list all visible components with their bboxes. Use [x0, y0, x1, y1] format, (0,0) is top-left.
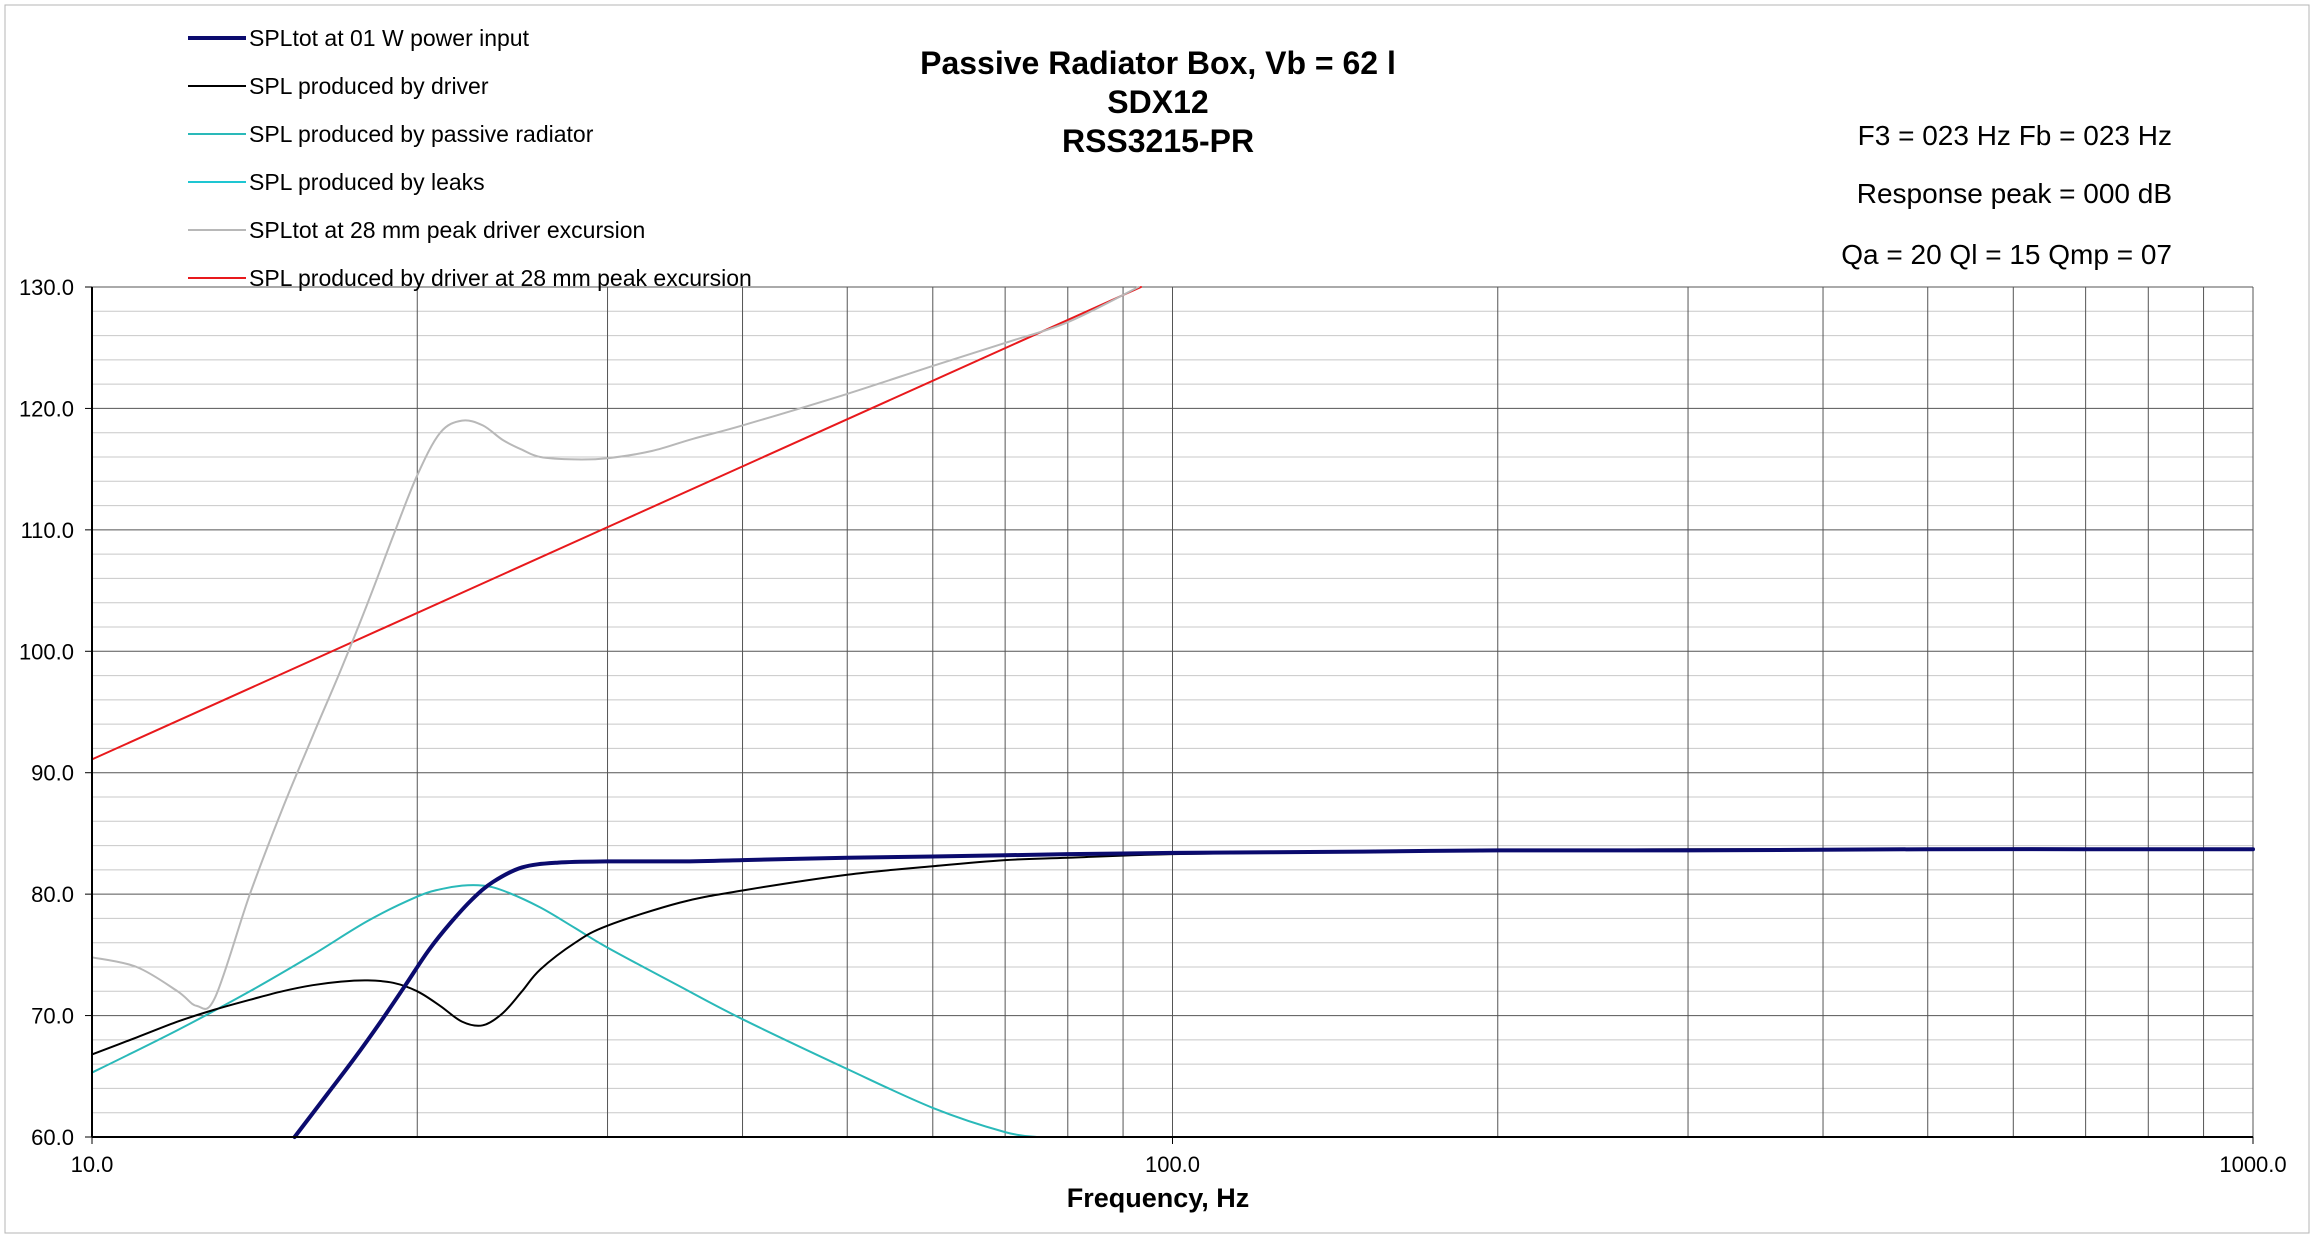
- y-tick-label: 90.0: [31, 761, 74, 786]
- info-f3-fb: F3 = 023 Hz Fb = 023 Hz: [1858, 120, 2172, 151]
- chart-frame: [4, 4, 2310, 1234]
- legend-label-2: SPL produced by driver: [249, 73, 489, 99]
- legend: SPLtot at 01 W power input SPL produced b…: [188, 25, 752, 291]
- y-tick-label: 60.0: [31, 1125, 74, 1150]
- x-tick-label: 10.0: [71, 1152, 114, 1177]
- y-tick-label: 80.0: [31, 882, 74, 907]
- series-layer: [91, 286, 2255, 1139]
- chart-title: Passive Radiator Box, Vb = 62 l SDX12 RS…: [920, 45, 1396, 159]
- y-tick-label: 100.0: [19, 639, 74, 664]
- x-tick-label: 1000.0: [2219, 1152, 2286, 1177]
- x-tick-label: 100.0: [1145, 1152, 1200, 1177]
- x-axis-label: Frequency, Hz: [1067, 1183, 1250, 1213]
- series-line-6: [91, 286, 1142, 761]
- legend-label-5: SPLtot at 28 mm peak driver excursion: [249, 217, 645, 243]
- y-tick-label: 70.0: [31, 1004, 74, 1029]
- y-tick-label: 120.0: [19, 396, 74, 421]
- chart-title-line-1: Passive Radiator Box, Vb = 62 l: [920, 45, 1396, 81]
- y-tick-label: 110.0: [21, 518, 74, 543]
- info-q-values: Qa = 20 Ql = 15 Qmp = 07: [1841, 239, 2172, 270]
- series-line-3: [91, 884, 1039, 1138]
- legend-label-1: SPLtot at 01 W power input: [249, 25, 530, 51]
- series-line-1: [292, 847, 2255, 1139]
- axes-layer: 60.0 70.0 80.0 90.0 100.0 110.0 120.0 130.0 10.0…: [19, 275, 2287, 1177]
- legend-label-3: SPL produced by passive radiator: [249, 121, 594, 147]
- legend-label-6: SPL produced by driver at 28 mm peak exc…: [249, 265, 752, 291]
- grid-layer: [91, 286, 2254, 1138]
- parameter-info: F3 = 023 Hz Fb = 023 Hz Response peak = …: [1841, 120, 2172, 270]
- y-tick-label: 130.0: [19, 275, 74, 300]
- series-line-5: [91, 286, 1140, 1010]
- legend-label-4: SPL produced by leaks: [249, 169, 485, 195]
- chart-title-line-2: SDX12: [1107, 84, 1208, 120]
- info-response-peak: Response peak = 000 dB: [1857, 178, 2172, 209]
- chart-title-line-3: RSS3215-PR: [1062, 123, 1254, 159]
